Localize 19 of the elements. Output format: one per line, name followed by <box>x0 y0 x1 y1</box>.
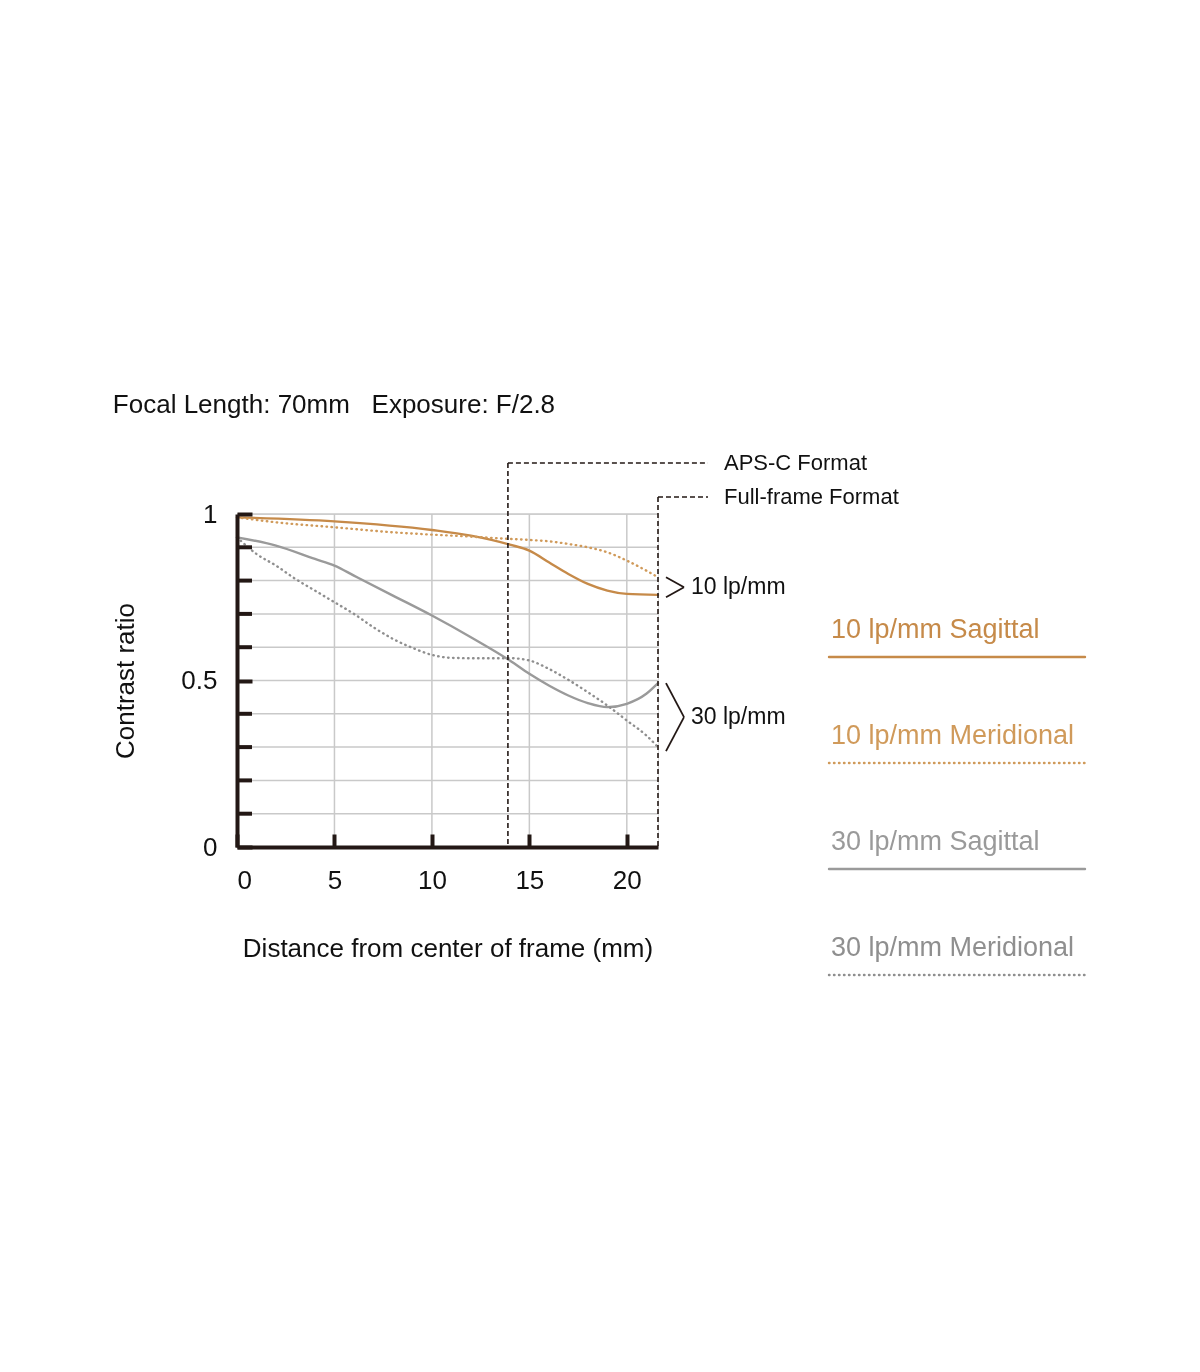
ref-line-label: APS-C Format <box>724 450 868 475</box>
x-tick-label: 20 <box>612 864 642 895</box>
y-axis-title: Contrast ratio <box>110 602 141 760</box>
x-tick-label: 5 <box>327 864 343 895</box>
x-tick-label: 15 <box>515 864 545 895</box>
text: 30 lp/mm Sagittal <box>831 826 1040 856</box>
chart-title: Focal Length: 70mm Exposure: F/2.8 <box>112 389 556 419</box>
annotation: 10 lp/mm <box>691 573 786 600</box>
ref-line-label: Full-frame Format <box>724 484 899 509</box>
annotation: 30 lp/mm <box>691 703 786 730</box>
x-tick-label: 10 <box>417 864 447 895</box>
x-tick-label: 0 <box>237 864 252 895</box>
text: 10 lp/mm Meridional <box>831 720 1075 750</box>
y-tick-label: 1 <box>203 498 218 529</box>
x-axis-title: Distance from center of frame (mm) <box>242 932 654 963</box>
y-tick-label: 0.5 <box>181 665 218 695</box>
y-tick-label: 0 <box>203 831 218 862</box>
text: 30 lp/mm Meridional <box>831 932 1075 962</box>
text: 10 lp/mm Sagittal <box>831 614 1040 644</box>
